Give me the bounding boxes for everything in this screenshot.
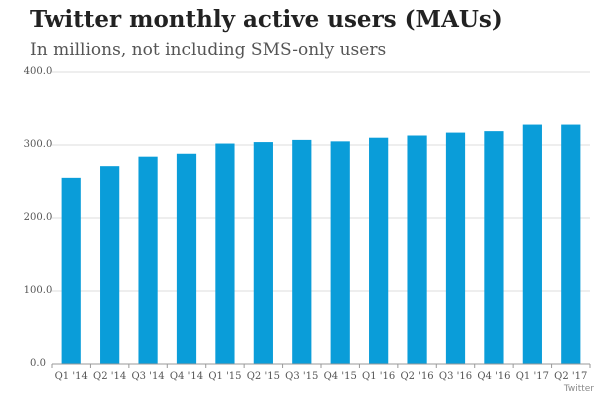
x-tick-label: Q4 '15 (324, 371, 357, 382)
x-axis (51, 363, 591, 368)
bar (292, 139, 312, 364)
bars (61, 124, 581, 364)
x-tick-label: Q3 '15 (285, 371, 318, 382)
x-tick-label: Q1 '16 (362, 371, 395, 382)
bar (484, 131, 504, 364)
x-axis-labels: Q1 '14 Q2 '14 Q3 '14 Q4 '14 Q1 '15 Q2 '15 Q3 '… (55, 371, 588, 382)
y-axis-ticks: 0.0 100.0 200.0 300.0 400.0 (24, 66, 53, 369)
gridlines (52, 71, 590, 292)
bar (215, 143, 235, 364)
x-tick-label: Q1 '14 (55, 371, 88, 382)
bar (61, 177, 81, 364)
x-tick-label: Q2 '14 (93, 371, 126, 382)
bar (522, 124, 542, 364)
chart-subtitle: In millions, not including SMS-only user… (30, 40, 387, 60)
bar (330, 141, 350, 364)
x-tick-label: Q2 '16 (400, 371, 433, 382)
x-tick-label: Q3 '14 (131, 371, 164, 382)
bar (407, 135, 427, 364)
y-tick-label: 400.0 (24, 66, 53, 77)
y-tick-label: 200.0 (24, 212, 53, 223)
chart-source: Twitter (563, 384, 594, 394)
bar (369, 137, 389, 364)
bar (253, 142, 273, 364)
chart-title: Twitter monthly active users (MAUs) (30, 6, 503, 33)
bar (445, 132, 466, 364)
x-tick-label: Q1 '15 (208, 371, 241, 382)
x-tick-label: Q2 '15 (247, 371, 280, 382)
x-tick-label: Q2 '17 (554, 371, 587, 382)
bar (176, 153, 197, 364)
bar (100, 166, 120, 364)
x-tick-label: Q4 '14 (170, 371, 203, 382)
y-tick-label: 0.0 (30, 358, 46, 369)
x-tick-label: Q3 '16 (439, 371, 472, 382)
y-tick-label: 100.0 (24, 285, 53, 296)
x-tick-label: Q1 '17 (516, 371, 549, 382)
y-tick-label: 300.0 (24, 139, 53, 150)
x-tick-label: Q4 '16 (477, 371, 510, 382)
bar (138, 156, 158, 364)
bar (561, 124, 581, 364)
